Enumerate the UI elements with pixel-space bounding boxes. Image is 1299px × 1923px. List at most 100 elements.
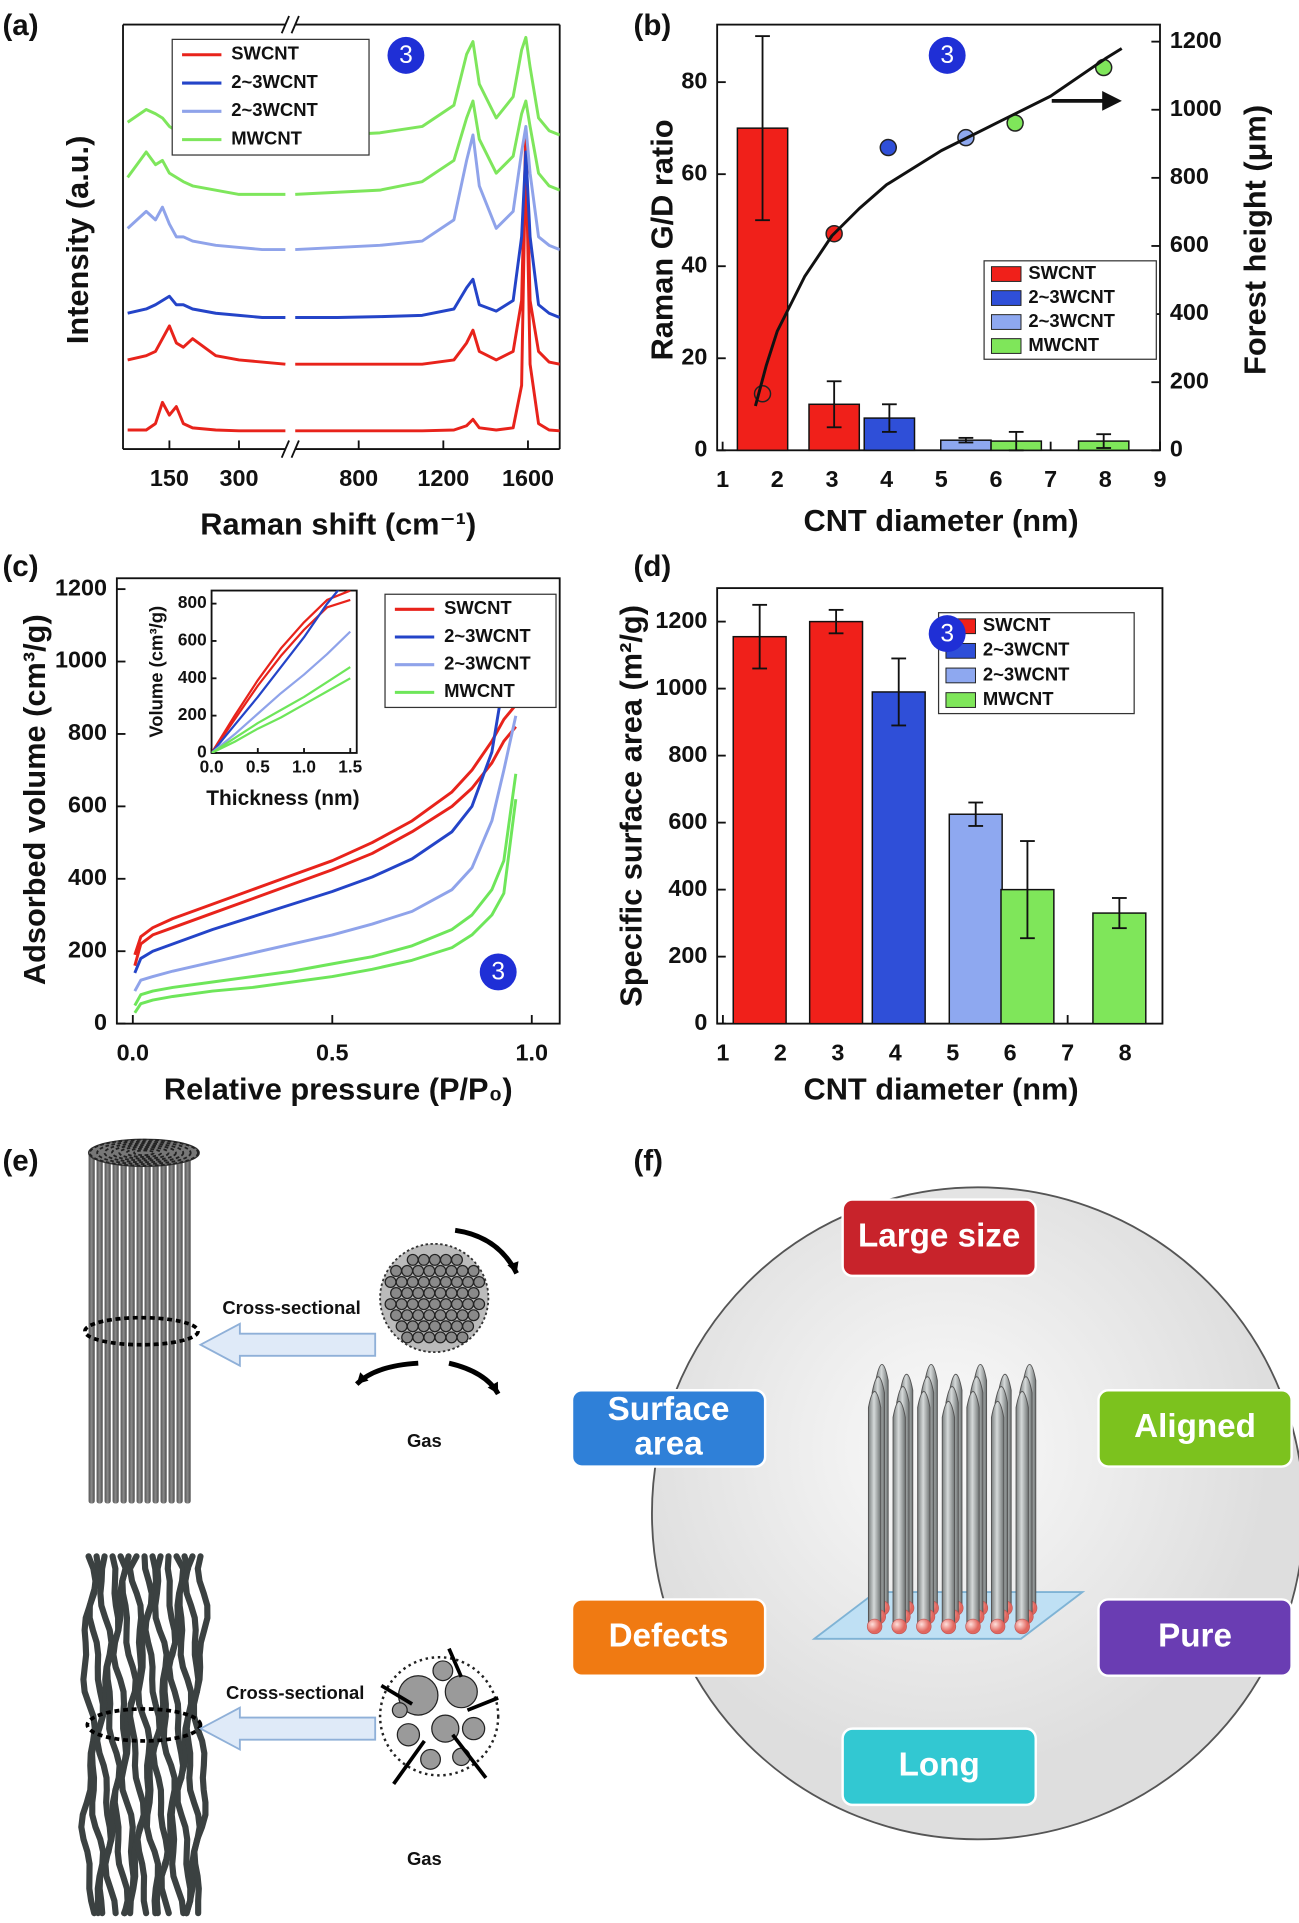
- x-tick-label: 7: [1061, 1040, 1074, 1066]
- y-tick-label: 600: [178, 630, 207, 650]
- tube-section: [434, 1264, 447, 1277]
- x-tick-label: 1.0: [516, 1040, 548, 1066]
- tube-section: [395, 1320, 408, 1333]
- series-line: [126, 99, 560, 196]
- badge-label: 3: [940, 620, 954, 647]
- x-tick-label: 6: [1004, 1040, 1017, 1066]
- scatter-point: [879, 138, 898, 157]
- tube-section: [423, 1309, 436, 1322]
- tube-section: [461, 1716, 486, 1741]
- tube-section: [401, 1331, 414, 1344]
- series-line: [127, 150, 560, 319]
- nanotube: [144, 1150, 151, 1504]
- y-tick-label: 1200: [55, 574, 107, 600]
- y2-tick-label: 800: [1170, 163, 1209, 189]
- aligned-cnt: [966, 1391, 980, 1625]
- wavy-nanotube: [118, 1553, 139, 1917]
- tube-section: [417, 1253, 430, 1266]
- bundle-ring: [103, 1142, 185, 1164]
- y-tick-label: 800: [68, 719, 107, 745]
- series-line: [211, 666, 351, 753]
- tube-section: [444, 1675, 478, 1709]
- catalyst: [866, 1618, 883, 1635]
- x-tick-label: 300: [220, 465, 259, 491]
- series-line: [133, 798, 518, 1014]
- tube-section: [428, 1298, 441, 1311]
- feature-label: Aligned: [1134, 1408, 1256, 1445]
- catalyst: [916, 1618, 932, 1635]
- y-tick-label: 600: [668, 808, 707, 834]
- feature-box: [570, 1389, 767, 1468]
- x-tick-label: 8: [1119, 1040, 1132, 1066]
- nanotube: [96, 1150, 103, 1504]
- wavy-nanotube: [158, 1553, 179, 1917]
- legend-swatch: [990, 314, 1022, 330]
- block-arrow: [198, 1322, 377, 1368]
- tube-section: [445, 1331, 458, 1344]
- x-tick-label: 0.0: [200, 756, 224, 776]
- bar: [732, 635, 787, 1025]
- block-arrow: [198, 1706, 377, 1752]
- plot-frame: [210, 589, 358, 754]
- tube-section: [401, 1287, 414, 1300]
- y2-tick-label: 200: [1170, 367, 1209, 393]
- series-line: [211, 590, 351, 753]
- scatter-point: [753, 385, 772, 403]
- tube-section: [423, 1331, 436, 1344]
- tube-section: [412, 1287, 425, 1300]
- x-tick-label: 2: [771, 466, 784, 492]
- y-tick-label: 0: [694, 435, 707, 461]
- y-tick-label: 1000: [655, 674, 707, 700]
- tube-section: [412, 1264, 425, 1277]
- bundle-ring: [96, 1140, 192, 1165]
- tube-section: [401, 1309, 414, 1322]
- section-marker: [85, 1707, 203, 1743]
- tube-section: [467, 1264, 480, 1277]
- y-tick-label: 400: [68, 864, 107, 890]
- y2-tick-label: 1200: [1170, 27, 1222, 53]
- tube-section: [423, 1287, 436, 1300]
- panel-label: (a): [2, 9, 38, 42]
- bar: [808, 620, 864, 1025]
- tube-section: [395, 1275, 408, 1289]
- x-axis-title: Raman shift (cm⁻¹): [200, 507, 476, 542]
- badge: [479, 953, 517, 991]
- y-axis-title: Intensity (a.u.): [60, 136, 95, 344]
- legend-label: MWCNT: [983, 688, 1054, 709]
- y2-axis-title: Forest height (μm): [1237, 105, 1272, 375]
- catalyst: [1014, 1618, 1030, 1635]
- series-line: [133, 773, 518, 1007]
- x-axis-title: CNT diameter (nm): [804, 1071, 1079, 1106]
- tube-section: [428, 1320, 441, 1333]
- catalyst: [965, 1618, 981, 1635]
- badge-label: 3: [399, 42, 413, 69]
- legend-label: 2~3WCNT: [1028, 310, 1115, 331]
- legend-label: MWCNT: [231, 128, 302, 149]
- legend-label: MWCNT: [444, 680, 515, 701]
- feature-box: [1097, 1389, 1293, 1468]
- gas-arrowhead: [356, 1372, 369, 1385]
- nanotube: [104, 1150, 111, 1504]
- panel-label: (d): [634, 550, 672, 583]
- feature-box: [570, 1598, 767, 1677]
- x-tick-label: 0.5: [316, 1040, 348, 1066]
- plot-frame: [115, 577, 561, 1025]
- series-line: [211, 677, 351, 753]
- wavy-nanotube: [166, 1553, 187, 1917]
- legend-swatch: [990, 338, 1022, 354]
- series-line: [133, 606, 518, 974]
- bundle-ring: [111, 1144, 177, 1162]
- tube-section: [450, 1298, 464, 1311]
- y2-tick-label: 400: [1170, 299, 1209, 325]
- tube-section: [412, 1309, 425, 1322]
- nanotube: [120, 1150, 127, 1504]
- y-tick-label: 800: [178, 592, 207, 612]
- x-tick-label: 2: [774, 1040, 787, 1066]
- x-axis-title: Thickness (nm): [206, 787, 359, 810]
- tube-section: [439, 1275, 452, 1289]
- arrow-label: Cross-sectional: [222, 1297, 360, 1318]
- nanotube: [152, 1150, 159, 1504]
- x-tick-label: 1600: [502, 465, 554, 491]
- legend-label: SWCNT: [231, 43, 299, 64]
- x-tick-label: 4: [880, 466, 893, 492]
